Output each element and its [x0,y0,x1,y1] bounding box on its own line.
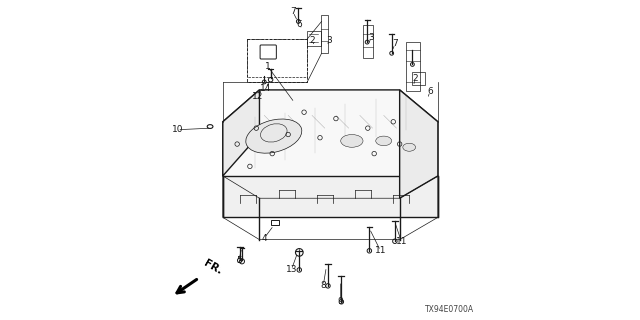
Text: 3: 3 [326,36,332,45]
Text: 14: 14 [260,84,271,93]
Text: 10: 10 [172,125,183,134]
Text: 11: 11 [375,246,387,255]
Polygon shape [223,176,438,217]
Polygon shape [399,90,438,198]
Text: 1: 1 [264,61,270,70]
Text: 8: 8 [320,281,326,290]
Text: 3: 3 [368,33,374,42]
Text: 7: 7 [392,39,397,48]
Ellipse shape [376,136,392,146]
Ellipse shape [340,134,363,147]
Text: 11: 11 [396,237,407,246]
Text: 12: 12 [252,92,264,101]
Text: 7: 7 [290,7,296,16]
Text: 2: 2 [309,36,315,45]
Text: 4: 4 [261,234,267,243]
Polygon shape [223,90,438,198]
Text: 6: 6 [427,87,433,96]
Bar [271,220,278,225]
Text: 13: 13 [285,265,297,275]
Text: 9: 9 [338,297,344,306]
Ellipse shape [246,119,302,153]
Text: 2: 2 [413,74,419,83]
Polygon shape [223,90,259,176]
Text: FR.: FR. [202,258,224,276]
Text: TX94E0700A: TX94E0700A [426,305,474,314]
Text: 6: 6 [296,20,302,29]
Text: 5: 5 [236,256,242,265]
Ellipse shape [403,143,415,151]
